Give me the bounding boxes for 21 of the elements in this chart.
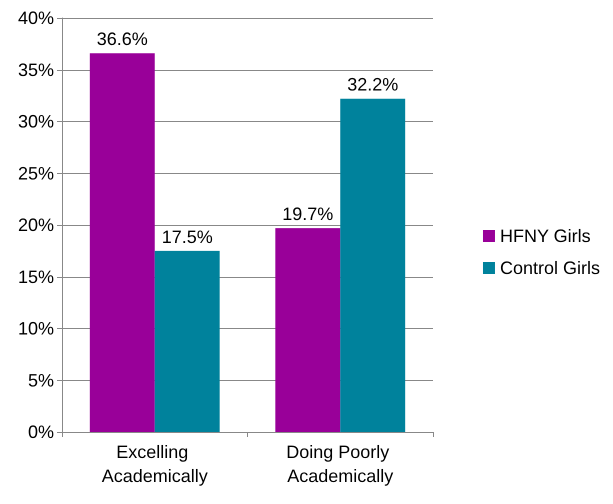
y-tick-label: 40% — [18, 8, 54, 28]
y-tick-label: 15% — [18, 266, 54, 287]
y-tick-label: 20% — [18, 215, 54, 235]
y-tick-label: 10% — [18, 318, 54, 338]
data-label: 32.2% — [347, 74, 398, 95]
legend-label: HFNY Girls — [500, 226, 591, 246]
y-tick-label: 25% — [18, 163, 54, 184]
y-tick-label: 0% — [28, 422, 54, 442]
data-label: 17.5% — [162, 226, 213, 247]
x-tick-label: Excelling Academically — [102, 442, 208, 486]
y-tick-label: 35% — [18, 60, 54, 80]
y-tick-label: 30% — [18, 112, 54, 132]
bar — [275, 228, 340, 432]
data-label: 19.7% — [282, 204, 334, 224]
y-tick-label: 5% — [28, 370, 54, 390]
data-label: 36.6% — [96, 29, 148, 50]
bar — [154, 250, 220, 432]
bar — [340, 98, 406, 432]
legend-label: Control Girls — [500, 258, 600, 278]
bar — [90, 53, 155, 432]
x-tick-label: Doing Poorly Academically — [286, 442, 394, 486]
